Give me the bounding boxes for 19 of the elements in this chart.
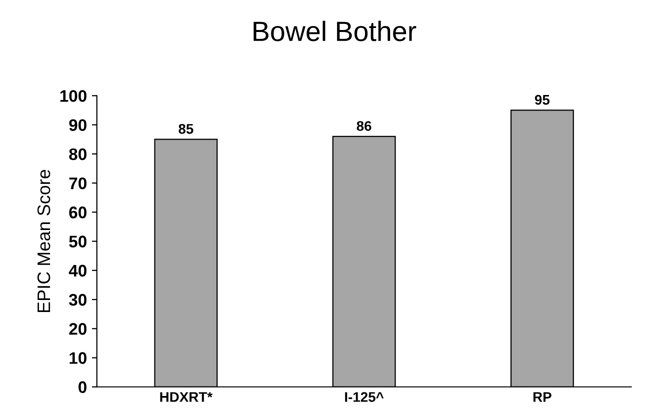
data-label: 85 — [178, 124, 194, 134]
y-tick-label: 20 — [69, 323, 86, 335]
y-tick-label: 0 — [78, 381, 86, 394]
x-tick-label: RP — [533, 392, 552, 402]
y-tick-label: 10 — [70, 352, 86, 364]
y-axis-title: EPIC Mean Score — [37, 170, 50, 312]
y-tick-label: 70 — [69, 177, 86, 190]
y-tick-label: 60 — [69, 206, 86, 218]
chart-title: Bowel Bother — [254, 20, 416, 42]
x-tick-label: HDXRT* — [160, 392, 213, 402]
x-tick-label: I-125^ — [345, 392, 384, 402]
data-label: 95 — [534, 94, 550, 105]
y-tick-label: 40 — [68, 264, 86, 277]
y-tick-label: 80 — [69, 148, 86, 160]
y-tick-label: 100 — [60, 90, 86, 102]
y-tick-label: 90 — [69, 119, 86, 132]
data-label: 86 — [356, 121, 372, 131]
y-tick-label: 30 — [68, 294, 86, 306]
y-tick-label: 50 — [69, 236, 86, 248]
